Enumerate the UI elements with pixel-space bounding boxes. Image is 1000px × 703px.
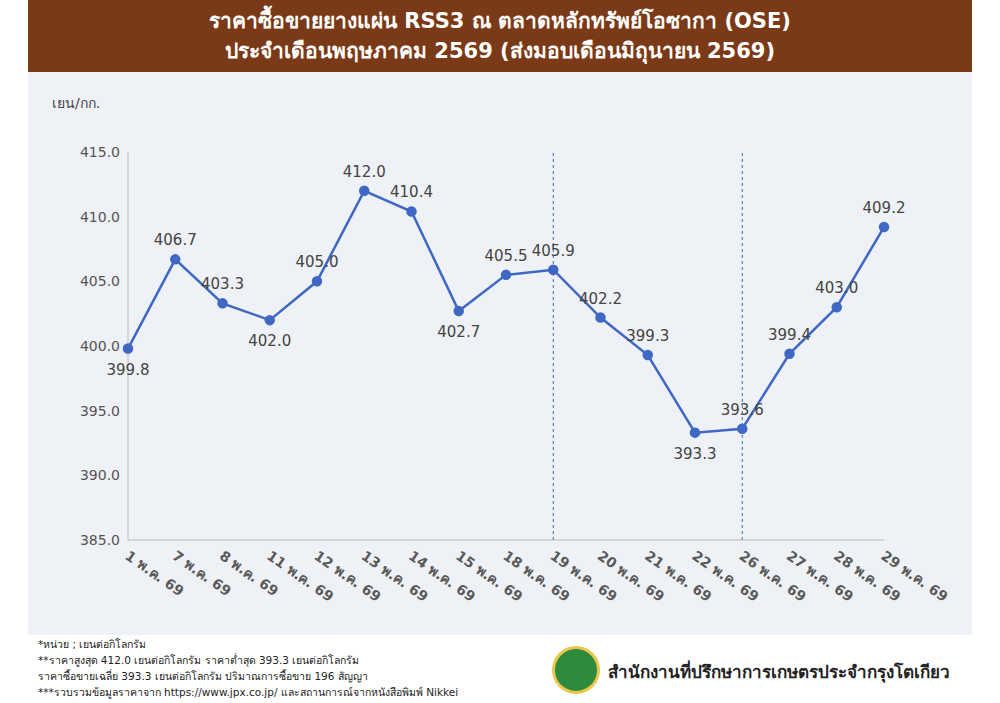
svg-text:400.0: 400.0 <box>80 338 120 354</box>
svg-text:405.0: 405.0 <box>296 253 339 271</box>
svg-text:18 พ.ค. 69: 18 พ.ค. 69 <box>500 547 573 605</box>
svg-text:409.2: 409.2 <box>863 199 906 217</box>
svg-text:1 พ.ค. 69: 1 พ.ค. 69 <box>122 547 187 600</box>
html-text:ราคาซื้อขายยางแผ่น RSS3 ณ ตลาด: ราคาซื้อขายยางแผ่น RSS3 ณ ตลาดหลักทรัพย์… <box>209 9 791 33</box>
svg-text:7 พ.ค. 69: 7 พ.ค. 69 <box>169 547 235 600</box>
svg-text:399.8: 399.8 <box>107 361 150 379</box>
svg-text:402.2: 402.2 <box>579 290 622 308</box>
svg-text:410.4: 410.4 <box>390 183 433 201</box>
svg-text:402.0: 402.0 <box>248 332 291 350</box>
svg-text:405.0: 405.0 <box>80 273 120 289</box>
svg-text:402.7: 402.7 <box>437 323 480 341</box>
svg-text:403.0: 403.0 <box>815 279 858 297</box>
svg-text:15 พ.ค. 69: 15 พ.ค. 69 <box>453 547 526 605</box>
svg-text:12 พ.ค. 69: 12 พ.ค. 69 <box>311 547 384 605</box>
html-text:ราคาซื้อขายเฉลี่ย 393.3 เยนต่อ: ราคาซื้อขายเฉลี่ย 393.3 เยนต่อกิโลกรัม ป… <box>38 670 368 682</box>
svg-text:385.0: 385.0 <box>80 532 120 548</box>
svg-text:20 พ.ค. 69: 20 พ.ค. 69 <box>594 547 668 605</box>
svg-text:399.3: 399.3 <box>626 327 669 345</box>
svg-text:405.9: 405.9 <box>532 242 575 260</box>
svg-text:415.0: 415.0 <box>80 144 120 160</box>
svg-text:412.0: 412.0 <box>343 163 386 181</box>
svg-text:395.0: 395.0 <box>80 403 120 419</box>
svg-text:26 พ.ค. 69: 26 พ.ค. 69 <box>736 547 810 605</box>
svg-text:393.3: 393.3 <box>674 445 717 463</box>
svg-text:28 พ.ค. 69: 28 พ.ค. 69 <box>831 547 904 605</box>
svg-text:390.0: 390.0 <box>80 467 120 483</box>
svg-text:27 พ.ค. 69: 27 พ.ค. 69 <box>783 547 857 605</box>
html-text:สำนักงานที่ปรึกษาการเกษตรประจำ: สำนักงานที่ปรึกษาการเกษตรประจำกรุงโตเกีย… <box>608 662 950 682</box>
html-text:เยน/กก.: เยน/กก. <box>52 95 101 111</box>
svg-text:399.4: 399.4 <box>768 326 811 344</box>
html-text:***รวบรวมข้อมูลราคาจาก https:/: ***รวบรวมข้อมูลราคาจาก https://www.jpx.c… <box>38 686 459 698</box>
svg-text:8 พ.ค. 69: 8 พ.ค. 69 <box>216 547 282 600</box>
svg-text:19 พ.ค. 69: 19 พ.ค. 69 <box>547 547 621 605</box>
html-text:*หน่วย ; เยนต่อกิโลกรัม: *หน่วย ; เยนต่อกิโลกรัม <box>38 638 147 650</box>
svg-text:21 พ.ค. 69: 21 พ.ค. 69 <box>642 547 715 605</box>
svg-text:405.5: 405.5 <box>485 247 528 265</box>
svg-text:406.7: 406.7 <box>154 231 197 249</box>
svg-text:11 พ.ค. 69: 11 พ.ค. 69 <box>264 547 337 605</box>
svg-text:14 พ.ค. 69: 14 พ.ค. 69 <box>405 547 479 605</box>
html-text:ประจำเดือนพฤษภาคม 2569 (ส่งมอบ: ประจำเดือนพฤษภาคม 2569 (ส่งมอบเดือนมิถุน… <box>225 39 775 63</box>
svg-text:13 พ.ค. 69: 13 พ.ค. 69 <box>358 547 432 605</box>
svg-text:393.6: 393.6 <box>721 401 764 419</box>
svg-text:410.0: 410.0 <box>80 209 120 225</box>
svg-text:403.3: 403.3 <box>201 275 244 293</box>
svg-text:22 พ.ค. 69: 22 พ.ค. 69 <box>689 547 762 605</box>
svg-text:29 พ.ค. 69: 29 พ.ค. 69 <box>878 547 951 604</box>
html-text:**ราคาสูงสุด 412.0 เยนต่อกิโลก: **ราคาสูงสุด 412.0 เยนต่อกิโลกรัม ราคาต่… <box>38 654 360 666</box>
